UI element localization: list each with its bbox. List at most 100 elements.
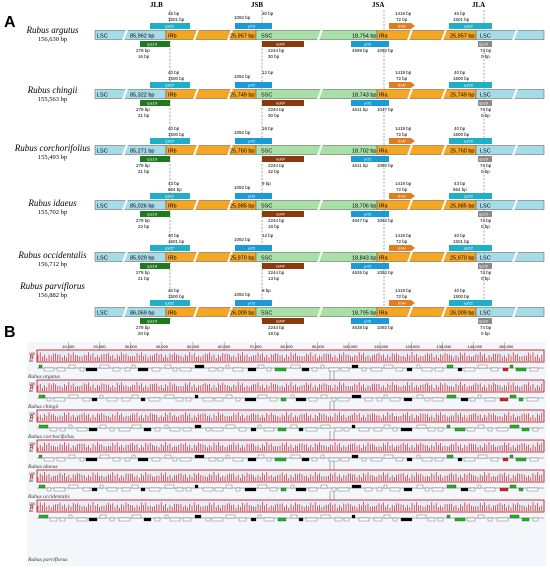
region-lsc-label: LSC [97, 149, 108, 155]
gene-annotation-box [446, 484, 457, 489]
gene-annotation-box [185, 397, 192, 402]
similarity-profile [37, 382, 543, 391]
gene-annotation-box [172, 367, 178, 372]
region-ira-label: IRa [379, 93, 389, 99]
gene-annotation-box [131, 424, 142, 429]
rps19-length-label: 279 bp [136, 325, 150, 330]
gene-annotation-box [257, 394, 268, 399]
ycf1-boundary-label: 1092 bp [377, 48, 394, 53]
gene-annotation-box [416, 484, 424, 489]
gene-annotation-box [106, 487, 118, 492]
gene-annotation-box [320, 364, 325, 369]
gene-annotation-box [427, 517, 436, 522]
species-name: Rubus parviflorus [20, 281, 85, 291]
y-scale-top: 100 [29, 382, 35, 386]
gene-annotation-box [509, 484, 517, 489]
gene-rps19-label: rps19 [479, 320, 488, 324]
rps19-length-label: 279 bp [136, 218, 150, 223]
y-scale-bottom: 50 [29, 419, 33, 423]
gene-annotation-box [175, 487, 184, 492]
gene-annotation-box [431, 397, 444, 402]
gene-annotation-box [53, 487, 66, 492]
gene-annotation-box [406, 367, 413, 372]
rpl22-overlap-label: 40 bp [168, 70, 180, 75]
ndhF-overlap-label: 30 bp [268, 54, 280, 59]
species-genome-length: 155,493 bp [37, 154, 68, 161]
ycf1-length-label: 4611 bp [352, 107, 368, 112]
gene-trnH-block [389, 245, 415, 251]
gene-annotation-box [208, 367, 217, 372]
gene-annotation-box [131, 394, 139, 399]
gene-rpl22-label: rpl22 [165, 83, 175, 88]
gene-annotation-box [269, 397, 278, 402]
gene-annotation-box [340, 457, 350, 462]
gene-annotation-box [529, 457, 539, 462]
ycf1-overlap-label: 9 bp [262, 288, 271, 293]
gene-annotation-box [151, 457, 161, 462]
trnH-length-label: 72 bp [396, 239, 408, 244]
irb-length-label: 25,970 bp [230, 256, 254, 262]
gene-annotation-box [400, 427, 413, 432]
gene-trnH-block [389, 23, 415, 29]
gene-annotation-box [395, 457, 404, 462]
rpl22-length-label: 654 bp [453, 187, 467, 192]
gene-trnH-block [389, 193, 415, 199]
ycf1-overlap-label: 9 bp [262, 181, 271, 186]
rps19-length-label: 279 bp [136, 107, 150, 112]
gene-annotation-box [79, 457, 85, 462]
region-lsc-right-label: LSC [480, 93, 491, 99]
gene-annotation-box [337, 397, 350, 402]
rps19-length-label: 279 bp [136, 48, 150, 53]
gene-ndhF-label: ndhF [276, 212, 286, 217]
species-label-block: Rubus occidentalis 156,712 bp [10, 250, 95, 268]
gene-annotation-box [280, 397, 287, 402]
rpl22-overlap-label: 45 bp [168, 11, 180, 16]
gene-ycf1-label: ycf1 [247, 24, 255, 29]
gene-rps19-block [140, 211, 170, 217]
region-ssc-label: SSC [261, 149, 272, 155]
gene-annotation-box [295, 487, 307, 492]
gene-annotation-box [460, 397, 469, 402]
track-label: Rubus corchorifolius [28, 434, 75, 440]
gene-rpl22-label: rpl22 [165, 194, 175, 199]
gene-annotation-box [295, 397, 307, 402]
trnH-overlap-label: 1419 bp [395, 70, 412, 75]
gene-rpl22-block [150, 300, 190, 306]
gene-ycf1-block [351, 100, 389, 106]
ycf1-boundary-label: 1092 bp [377, 325, 394, 330]
gene-annotation-box [38, 484, 46, 489]
gene-annotation-box [179, 457, 192, 462]
gene-annotation-box [244, 487, 257, 492]
region-lsc-right-label: LSC [480, 149, 491, 155]
species-genome-length: 156,882 bp [37, 292, 68, 299]
rps19-overlap-label: 0 bp [481, 276, 490, 281]
rpl22-overlap-label: 43 bp [454, 181, 466, 186]
rpl22-overlap-label: 40 bp [168, 233, 180, 238]
track-tag: R [30, 445, 34, 451]
gene-annotation-box [194, 364, 205, 369]
gene-annotation-box [337, 487, 350, 492]
rps19-length-label: 74 bp [480, 48, 492, 53]
rps19-length-label: 74 bp [480, 270, 492, 275]
similarity-profile-frame [36, 499, 545, 513]
gene-annotation-box [99, 454, 110, 459]
gene-annotation-box [308, 487, 318, 492]
rpl22-length-label: 1501 bp [168, 17, 185, 22]
sequence-break-mark [122, 251, 128, 263]
gene-annotation-box [38, 514, 49, 519]
region-lsc-label: LSC [97, 204, 108, 210]
gene-annotation-box [416, 424, 427, 429]
gene-annotation-box [351, 364, 359, 369]
gene-annotation-box [370, 457, 383, 462]
gene-rps19-label: rps19 [479, 102, 488, 106]
gene-annotation-box [515, 457, 527, 462]
axis-tick-label: 100,000 [343, 344, 358, 349]
rps19-length-label: 74 bp [480, 218, 492, 223]
gene-annotation-box [487, 427, 493, 432]
species-name: Rubus chingii [27, 85, 78, 95]
gene-annotation-box [421, 457, 433, 462]
sequence-break-mark [512, 199, 518, 211]
species-label-block: Rubus chingii 155,563 bp [10, 85, 95, 103]
rps19-overlap-label: 21 bp [138, 169, 150, 174]
